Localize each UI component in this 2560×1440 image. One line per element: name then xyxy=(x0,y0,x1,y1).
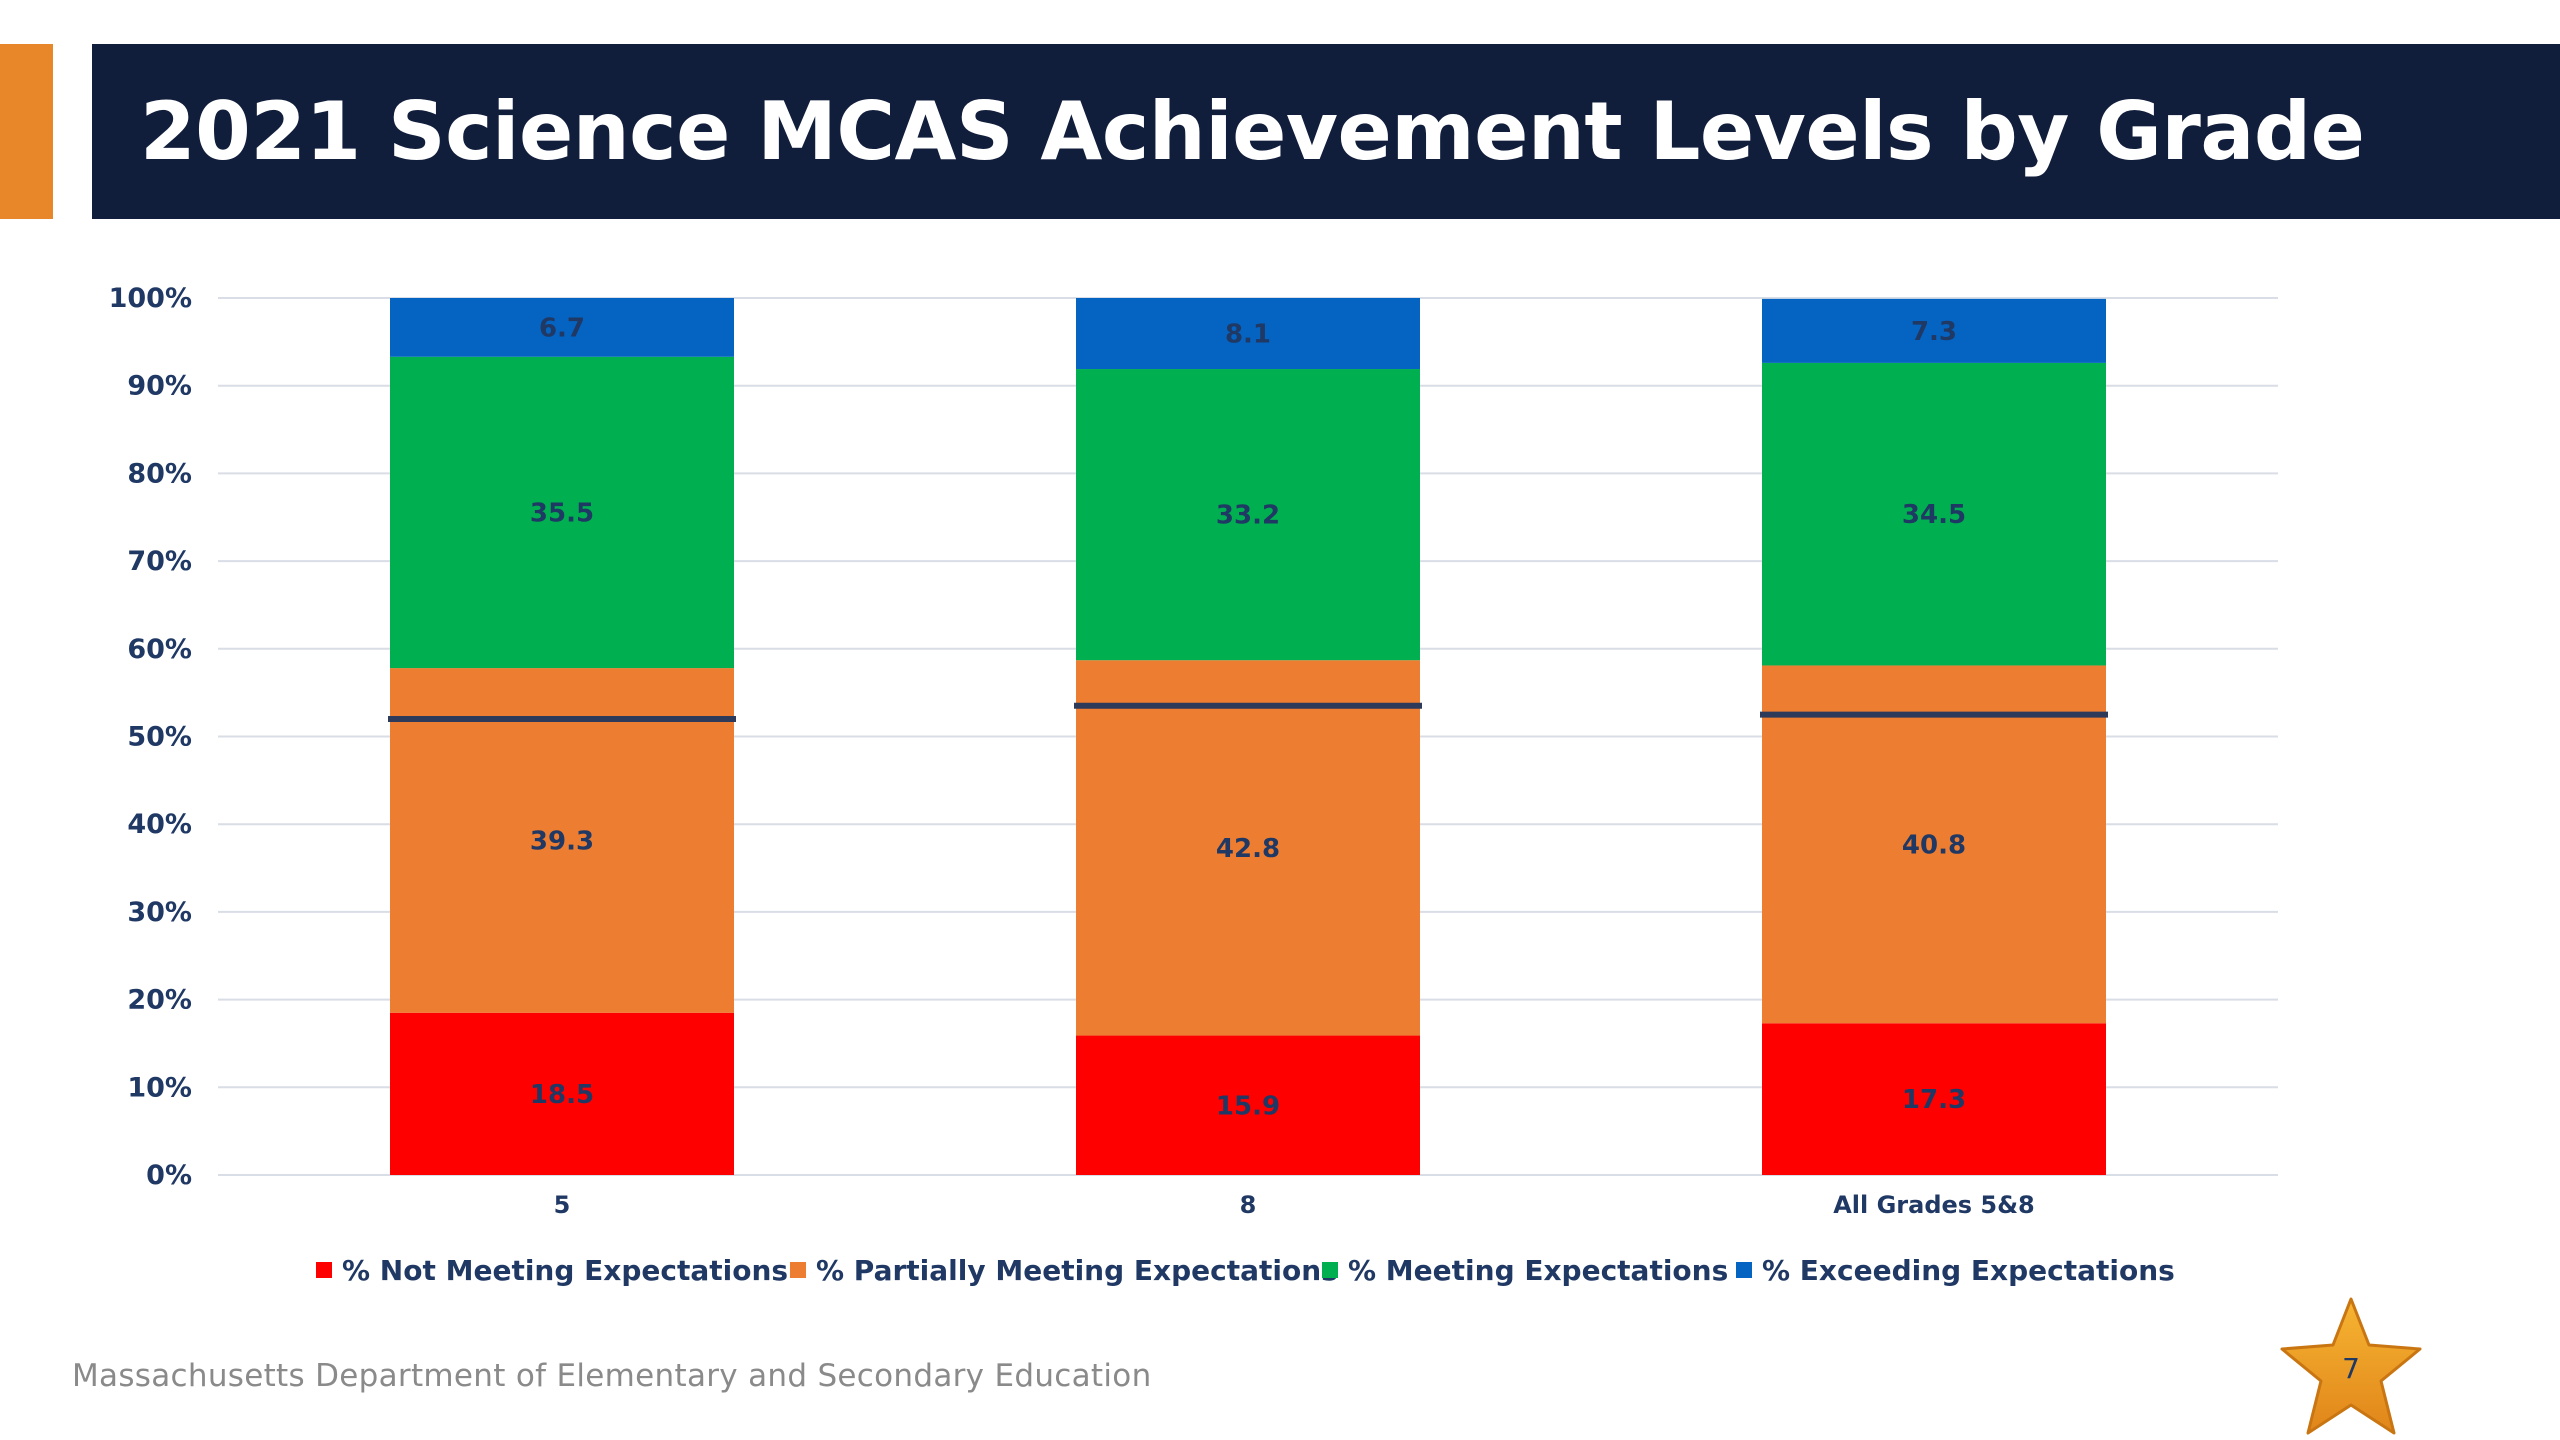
bar-segment xyxy=(1076,369,1420,661)
bar-segment xyxy=(1076,1035,1420,1175)
y-tick-label: 70% xyxy=(127,546,192,577)
page-number: 7 xyxy=(2342,1352,2360,1385)
y-tick-label: 100% xyxy=(109,283,192,314)
data-label: 40.8 xyxy=(1902,830,1966,860)
bar-segment xyxy=(390,356,734,669)
bar-segment xyxy=(1076,660,1420,1036)
y-tick-label: 30% xyxy=(127,897,192,928)
bar-segment xyxy=(390,668,734,1013)
legend-swatch xyxy=(316,1262,332,1278)
legend-label: % Partially Meeting Expectations xyxy=(816,1253,1338,1287)
bar-segment xyxy=(1762,362,2106,666)
legend-label: % Exceeding Expectations xyxy=(1762,1253,2175,1287)
bar-segment xyxy=(1762,298,2106,363)
legend-swatch xyxy=(1322,1262,1338,1278)
bar-segment xyxy=(1762,665,2106,1024)
legend-swatch xyxy=(790,1262,806,1278)
slide-title: 2021 Science MCAS Achievement Levels by … xyxy=(140,85,2365,178)
data-label: 33.2 xyxy=(1216,501,1280,531)
legend-label: % Meeting Expectations xyxy=(1348,1253,1729,1287)
x-tick-label: 8 xyxy=(1240,1191,1257,1219)
x-tick-label: 5 xyxy=(554,1191,571,1219)
y-tick-label: 10% xyxy=(127,1072,192,1103)
bar-segment xyxy=(1762,1023,2106,1175)
chart-legend: % Not Meeting Expectations % Partially Me… xyxy=(0,1250,2560,1290)
bar-segment xyxy=(1076,298,1420,370)
legend-item: % Meeting Expectations xyxy=(1322,1250,1728,1290)
legend-swatch xyxy=(1736,1262,1752,1278)
y-tick-label: 20% xyxy=(127,985,192,1016)
data-label: 6.7 xyxy=(539,313,585,343)
stacked-bar-chart: 0% 10% 20% 30% 40% 50% 60% 70% 80% 90% 100% 18.5 39.… xyxy=(109,283,2278,1219)
data-label: 17.3 xyxy=(1902,1085,1966,1115)
legend-item: % Not Meeting Expectations xyxy=(316,1250,788,1290)
y-tick-label: 0% xyxy=(146,1160,192,1191)
star-icon xyxy=(2280,1297,2422,1435)
data-label: 39.3 xyxy=(530,826,594,856)
accent-bar xyxy=(0,44,53,219)
y-tick-label: 40% xyxy=(127,809,192,840)
footer-text: Massachusetts Department of Elementary a… xyxy=(72,1358,1152,1394)
legend-item: % Partially Meeting Expectations xyxy=(790,1250,1338,1290)
data-label: 34.5 xyxy=(1902,500,1966,530)
title-bar: 2021 Science MCAS Achievement Levels by … xyxy=(92,44,2560,219)
data-label: 8.1 xyxy=(1225,320,1271,350)
data-label: 15.9 xyxy=(1216,1091,1280,1121)
bar-segment xyxy=(390,1012,734,1175)
bar-segment xyxy=(390,298,734,357)
data-label: 35.5 xyxy=(530,498,594,528)
y-tick-label: 90% xyxy=(127,371,192,402)
y-tick-label: 80% xyxy=(127,458,192,489)
x-tick-label: All Grades 5&8 xyxy=(1833,1191,2035,1219)
legend-item: % Exceeding Expectations xyxy=(1736,1250,2175,1290)
data-label: 18.5 xyxy=(530,1080,594,1110)
legend-label: % Not Meeting Expectations xyxy=(342,1253,789,1287)
y-tick-label: 60% xyxy=(127,634,192,665)
data-label: 7.3 xyxy=(1911,317,1957,347)
data-label: 42.8 xyxy=(1216,834,1280,864)
y-tick-label: 50% xyxy=(127,722,192,753)
